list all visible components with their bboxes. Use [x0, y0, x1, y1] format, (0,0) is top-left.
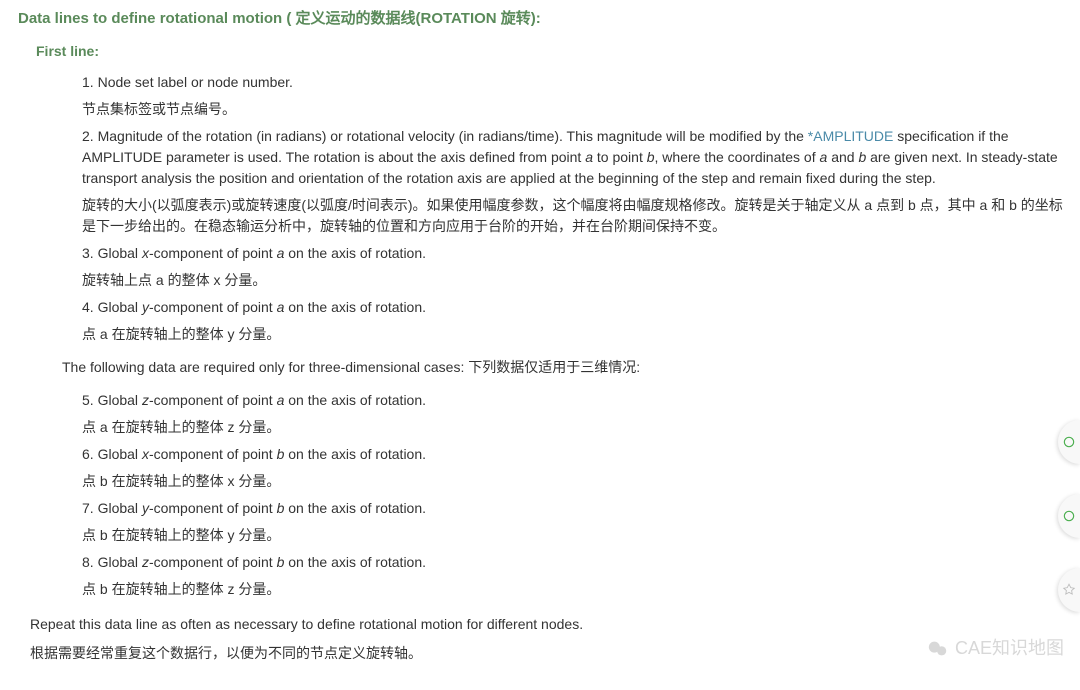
t: on the axis of rotation. — [284, 392, 426, 408]
item-list-3d: 5. Global z-component of point a on the … — [82, 390, 1068, 600]
var: z — [142, 554, 149, 570]
first-line-label: First line: — [36, 41, 1068, 62]
side-button-1[interactable] — [1058, 420, 1080, 464]
item-num: 2. — [82, 128, 94, 144]
var: y — [142, 299, 149, 315]
item-num: 7. — [82, 500, 94, 516]
item-4-en: 4. Global y-component of point a on the … — [82, 297, 1068, 318]
item-text: Node set label or node number. — [98, 74, 293, 90]
item-7-cn: 点 b 在旋转轴上的整体 y 分量。 — [82, 525, 1068, 546]
item-7-en: 7. Global y-component of point b on the … — [82, 498, 1068, 519]
three-d-note: The following data are required only for… — [62, 357, 1068, 378]
pt-a: a — [585, 149, 593, 165]
t: on the axis of rotation. — [284, 446, 426, 462]
pt-b: b — [647, 149, 655, 165]
t: Global — [98, 500, 142, 516]
t: -component of point — [149, 554, 277, 570]
t: on the axis of rotation. — [284, 245, 426, 261]
item-1-en: 1. Node set label or node number. — [82, 72, 1068, 93]
t: -component of point — [149, 500, 277, 516]
var: z — [142, 392, 149, 408]
item-8-cn: 点 b 在旋转轴上的整体 z 分量。 — [82, 579, 1068, 600]
t: to point — [593, 149, 647, 165]
t: on the axis of rotation. — [284, 554, 426, 570]
item-2-cn: 旋转的大小(以弧度表示)或旋转速度(以弧度/时间表示)。如果使用幅度参数，这个幅… — [82, 195, 1068, 237]
t: Global — [98, 392, 142, 408]
item-2-en: 2. Magnitude of the rotation (in radians… — [82, 126, 1068, 189]
watermark-text: CAE知识地图 — [955, 635, 1064, 662]
side-button-3[interactable] — [1058, 568, 1080, 612]
t: -component of point — [149, 245, 277, 261]
item-8-en: 8. Global z-component of point b on the … — [82, 552, 1068, 573]
item-num: 8. — [82, 554, 94, 570]
item-6-cn: 点 b 在旋转轴上的整体 x 分量。 — [82, 471, 1068, 492]
var: y — [142, 500, 149, 516]
item-4-cn: 点 a 在旋转轴上的整体 y 分量。 — [82, 324, 1068, 345]
t: and — [827, 149, 858, 165]
watermark: CAE知识地图 — [927, 635, 1064, 662]
var: x — [142, 446, 149, 462]
item-1-cn: 节点集标签或节点编号。 — [82, 99, 1068, 120]
item-text-a: Magnitude of the rotation (in radians) o… — [98, 128, 808, 144]
t: -component of point — [149, 446, 277, 462]
item-3-en: 3. Global x-component of point a on the … — [82, 243, 1068, 264]
amplitude-link[interactable]: *AMPLITUDE — [808, 128, 894, 144]
section-title: Data lines to define rotational motion (… — [18, 8, 1068, 31]
item-num: 4. — [82, 299, 94, 315]
var: x — [142, 245, 149, 261]
t: Global — [98, 245, 142, 261]
wechat-icon — [927, 638, 949, 660]
item-5-en: 5. Global z-component of point a on the … — [82, 390, 1068, 411]
t: -component of point — [149, 392, 277, 408]
item-num: 6. — [82, 446, 94, 462]
t: Global — [98, 446, 142, 462]
item-num: 3. — [82, 245, 94, 261]
item-list-1: 1. Node set label or node number. 节点集标签或… — [82, 72, 1068, 345]
footer-en: Repeat this data line as often as necess… — [30, 614, 1068, 635]
t: Global — [98, 299, 142, 315]
t: , where the coordinates of — [655, 149, 820, 165]
item-3-cn: 旋转轴上点 a 的整体 x 分量。 — [82, 270, 1068, 291]
side-button-2[interactable] — [1058, 494, 1080, 538]
footer-cn: 根据需要经常重复这个数据行，以便为不同的节点定义旋转轴。 — [30, 643, 1068, 664]
item-num: 1. — [82, 74, 94, 90]
item-num: 5. — [82, 392, 94, 408]
t: -component of point — [149, 299, 277, 315]
side-buttons — [1058, 420, 1080, 612]
footer: Repeat this data line as often as necess… — [30, 614, 1068, 664]
t: on the axis of rotation. — [284, 299, 426, 315]
t: on the axis of rotation. — [284, 500, 426, 516]
t: Global — [98, 554, 142, 570]
item-6-en: 6. Global x-component of point b on the … — [82, 444, 1068, 465]
item-5-cn: 点 a 在旋转轴上的整体 z 分量。 — [82, 417, 1068, 438]
